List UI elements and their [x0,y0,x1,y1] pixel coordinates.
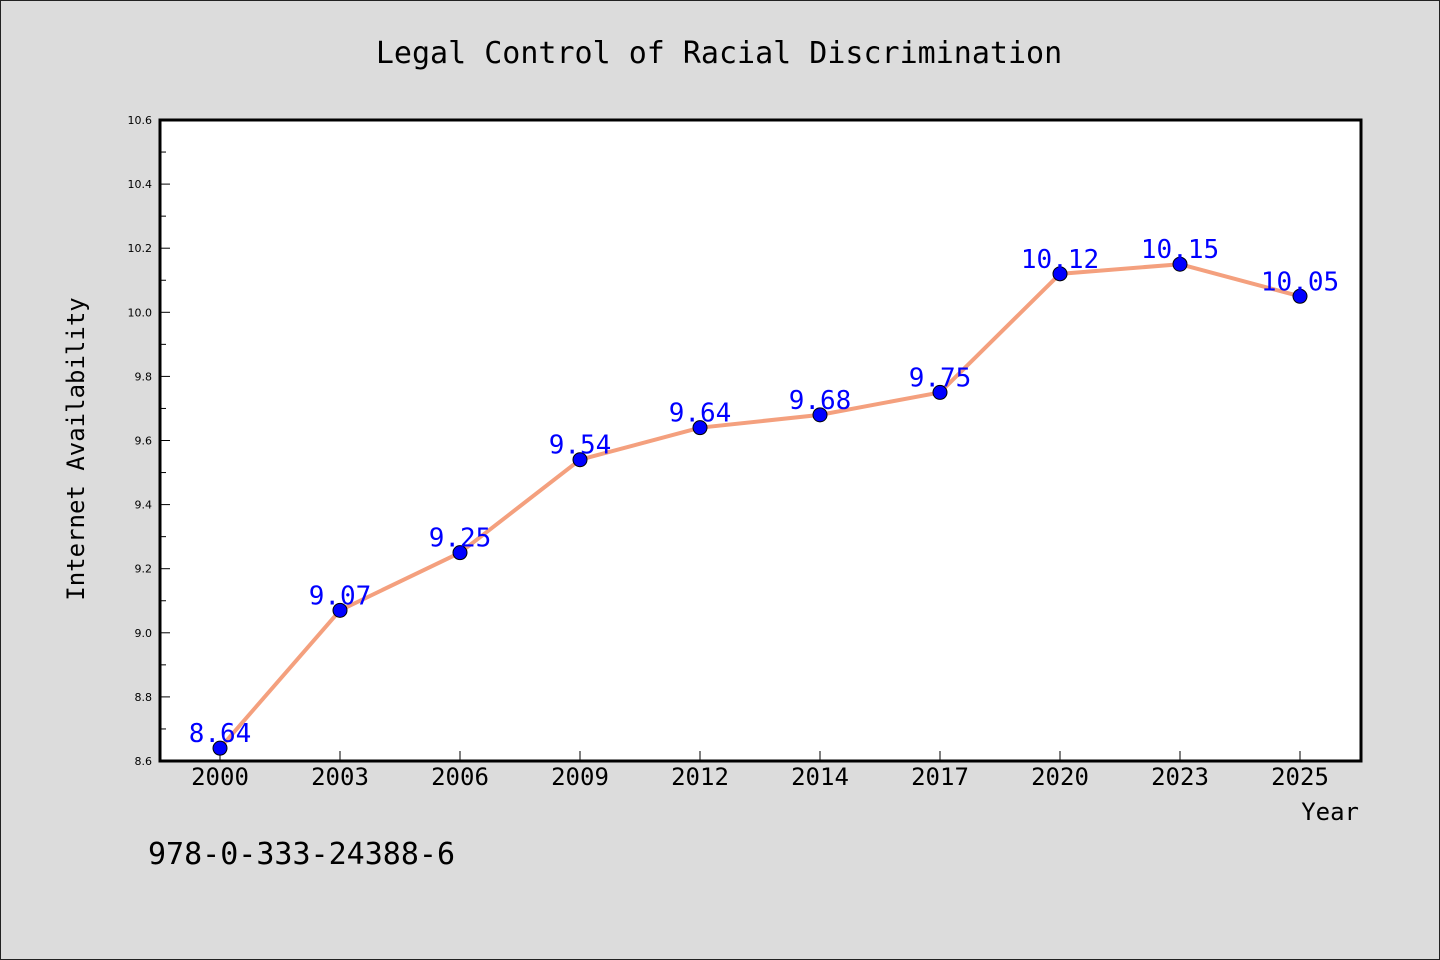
data-label: 9.64 [669,399,732,429]
data-label: 9.68 [789,386,852,416]
data-point [932,384,948,400]
data-label: 10.12 [1021,245,1099,275]
y-axis-label: Internet Availability [62,297,90,600]
y-tick-label: 10.0 [128,306,153,319]
x-tick-label: 2025 [1271,763,1329,791]
y-tick-label: 10.6 [128,114,153,127]
series-layer: 8.64 9.07 9.25 9.54 9.64 9.68 9.75 10.12 10.15 10… [189,235,1339,756]
footer-isbn-text: 978-0-333-24388-6 [148,837,455,872]
y-tick-label: 10.2 [128,242,153,255]
data-point [692,420,708,436]
x-tick-label: 2000 [191,763,249,791]
x-axis-label: Year [1301,798,1359,826]
x-axis-ticks: 2000 2003 2006 2009 2012 2014 2017 2020 2023 2025 [191,751,1329,791]
data-point [452,545,468,561]
x-tick-label: 2012 [671,763,729,791]
series-line [218,262,1302,751]
data-label: 10.05 [1261,267,1339,297]
data-label: 9.25 [429,524,492,554]
x-tick-label: 2009 [551,763,609,791]
y-tick-label: 8.8 [135,691,153,704]
y-tick-label: 9.4 [135,499,153,512]
y-tick-label: 10.4 [128,178,153,191]
y-tick-label: 9.6 [135,435,153,448]
data-point [332,602,348,618]
x-tick-label: 2017 [911,763,969,791]
y-axis-ticks: 8.6 8.8 9.0 9.2 9.4 9.6 9.8 10.0 10.2 10.4 10.6 [128,114,170,768]
x-tick-label: 2006 [431,763,489,791]
data-point [1052,266,1068,282]
data-point [212,740,228,756]
data-label: 9.54 [549,431,612,461]
data-label: 9.75 [909,363,972,393]
data-point [572,452,588,468]
y-tick-label: 9.8 [135,370,153,383]
x-tick-label: 2020 [1031,763,1089,791]
y-tick-label: 9.2 [135,563,153,576]
x-tick-label: 2023 [1151,763,1209,791]
data-point [1292,288,1308,304]
data-point [1172,256,1188,272]
y-tick-label: 8.6 [135,755,153,768]
data-label: 8.64 [189,719,252,749]
plot-area [158,118,1363,763]
y-tick-label: 9.0 [135,627,153,640]
data-label: 9.07 [309,581,372,611]
chart-title: Legal Control of Racial Discrimination [376,36,1062,71]
x-tick-label: 2003 [311,763,369,791]
x-tick-label: 2014 [791,763,849,791]
data-point [812,407,828,423]
data-label: 10.15 [1141,235,1219,265]
